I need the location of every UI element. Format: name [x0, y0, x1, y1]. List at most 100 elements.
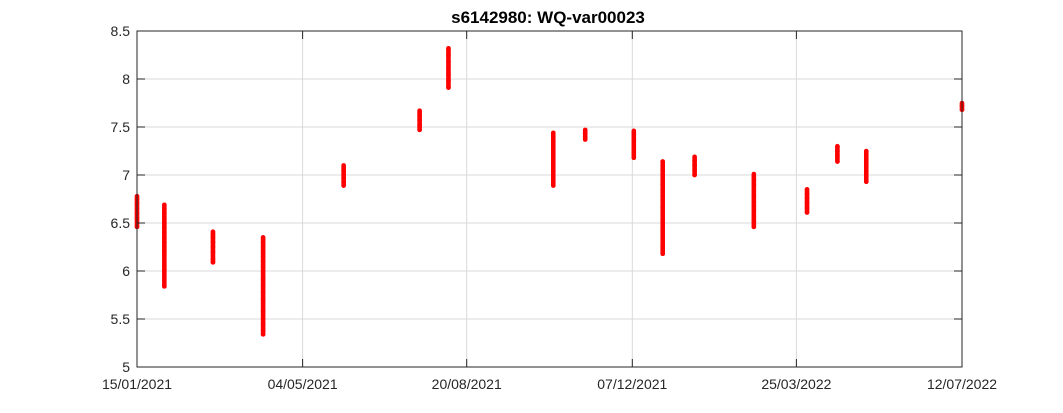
- data-point: [162, 235, 167, 240]
- data-point: [660, 167, 665, 173]
- axes-box: [136, 30, 963, 368]
- data-point: [863, 174, 869, 180]
- sample-cluster: [804, 187, 810, 215]
- data-point: [162, 244, 167, 250]
- data-point: [692, 163, 697, 168]
- sample-cluster: [446, 45, 451, 90]
- data-point: [210, 249, 216, 255]
- data-point: [692, 158, 697, 163]
- data-point: [260, 263, 266, 269]
- data-point: [162, 266, 167, 272]
- data-point: [835, 153, 840, 159]
- data-point: [341, 183, 346, 188]
- data-point: [341, 163, 346, 168]
- data-point: [550, 174, 556, 180]
- sample-cluster: [341, 163, 346, 188]
- data-point: [582, 127, 588, 133]
- data-point: [660, 163, 665, 168]
- y-tick-label: 8.5: [111, 23, 131, 39]
- data-point: [550, 134, 556, 139]
- data-point: [210, 257, 216, 262]
- data-point: [751, 171, 757, 177]
- data-point: [446, 52, 451, 58]
- x-axis: 15/01/2021 04/05/2021 20/08/2021 07/12/2021…: [102, 31, 997, 392]
- data-point: [660, 182, 665, 187]
- data-point: [417, 108, 422, 113]
- sample-cluster: [751, 171, 757, 230]
- data-point: [446, 45, 451, 51]
- data-point: [660, 244, 665, 250]
- y-tick-label: 6.5: [111, 215, 131, 231]
- data-point: [446, 59, 451, 65]
- data-point: [162, 225, 167, 231]
- data-point: [341, 167, 346, 173]
- sample-cluster: [660, 159, 665, 257]
- data-points: [134, 45, 965, 337]
- y-tick-label: 7.5: [111, 119, 131, 135]
- data-point: [751, 224, 757, 230]
- data-point: [260, 297, 266, 303]
- y-tick-label: 6: [122, 263, 130, 279]
- plot-background: [137, 31, 962, 367]
- data-point: [660, 172, 665, 178]
- data-point: [260, 283, 266, 288]
- data-point: [260, 249, 266, 255]
- data-point: [162, 215, 167, 221]
- data-point: [660, 205, 665, 210]
- data-point: [210, 239, 216, 245]
- data-point: [260, 235, 266, 240]
- data-point: [260, 328, 266, 333]
- data-point: [446, 65, 451, 70]
- y-tick-label: 8: [122, 71, 130, 87]
- data-point: [660, 227, 665, 233]
- data-point: [162, 284, 167, 289]
- data-point: [417, 127, 422, 133]
- data-point: [863, 179, 869, 185]
- sample-cluster: [863, 148, 869, 185]
- data-point: [550, 178, 556, 184]
- data-point: [550, 130, 556, 136]
- data-point: [804, 200, 810, 206]
- data-point: [751, 182, 757, 187]
- data-point: [162, 230, 167, 235]
- data-point: [550, 139, 556, 144]
- data-point: [835, 159, 840, 164]
- sample-cluster: [582, 127, 588, 142]
- data-point: [660, 177, 665, 183]
- data-point: [260, 309, 266, 314]
- data-point: [417, 113, 422, 118]
- data-point: [863, 168, 869, 174]
- data-point: [692, 154, 697, 160]
- data-point: [417, 117, 422, 123]
- data-point: [550, 161, 556, 166]
- sample-cluster: [260, 235, 266, 337]
- data-point: [446, 71, 451, 77]
- data-point: [260, 332, 266, 337]
- data-point: [341, 171, 346, 177]
- data-point: [260, 289, 266, 295]
- data-point: [446, 78, 451, 84]
- sample-cluster: [550, 130, 556, 188]
- x-tick-label: 12/07/2022: [927, 376, 997, 392]
- data-point: [631, 132, 637, 137]
- data-point: [260, 259, 266, 264]
- sample-cluster: [631, 128, 637, 161]
- data-point: [660, 187, 665, 192]
- data-point: [751, 193, 757, 199]
- data-point: [260, 321, 266, 327]
- data-point: [210, 244, 216, 250]
- sample-cluster: [210, 229, 216, 265]
- sample-cluster: [417, 108, 422, 133]
- data-point: [162, 249, 167, 255]
- y-tick-label: 5: [122, 359, 130, 375]
- plot-area: 15/01/2021 04/05/2021 20/08/2021 07/12/2021…: [102, 23, 997, 392]
- sample-cluster: [162, 202, 167, 289]
- x-tick-label: 20/08/2021: [432, 376, 502, 392]
- y-tick-label: 5.5: [111, 311, 131, 327]
- data-point: [446, 85, 451, 90]
- data-point: [804, 205, 810, 210]
- data-point: [660, 251, 665, 257]
- y-axis: 5 5.5 6 6.5 7 7.5 8 8.5: [111, 23, 962, 375]
- x-tick-label: 07/12/2021: [597, 376, 667, 392]
- data-point: [631, 149, 637, 155]
